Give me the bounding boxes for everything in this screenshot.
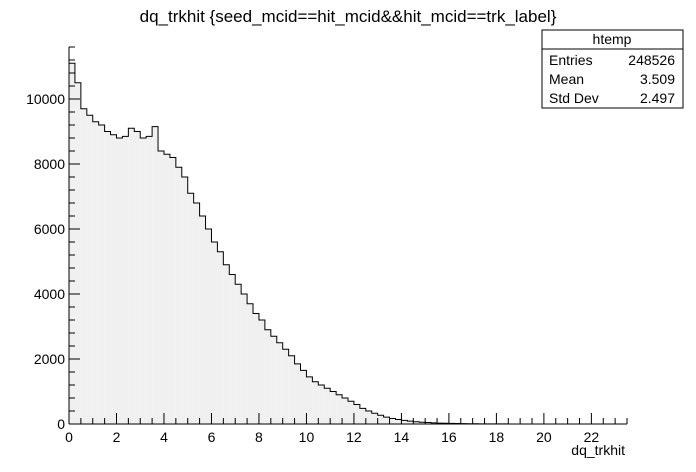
- stats-stddev-value: 2.497: [640, 90, 675, 106]
- histogram-bin: [74, 82, 81, 424]
- histogram-bin: [253, 313, 259, 424]
- histogram-bin: [247, 303, 254, 424]
- histogram-bin: [401, 420, 408, 424]
- histogram-bin: [419, 422, 426, 424]
- y-tick-label: 8000: [34, 156, 65, 172]
- y-tick-label: 10000: [26, 91, 65, 107]
- histogram-bin: [163, 154, 170, 424]
- histogram-bin: [425, 422, 432, 424]
- histogram-bin: [359, 408, 366, 424]
- histogram-bin: [348, 401, 354, 424]
- histogram-bin: [276, 342, 283, 424]
- histogram-bin: [229, 274, 236, 424]
- histogram-bin: [217, 251, 224, 424]
- x-axis-title: dq_trkhit: [571, 442, 625, 458]
- x-tick-label: 22: [584, 429, 600, 445]
- x-tick-label: 8: [255, 429, 263, 445]
- histogram-bin: [116, 138, 123, 424]
- x-tick-label: 20: [536, 429, 552, 445]
- histogram-bin: [288, 355, 295, 424]
- histogram-bin: [69, 63, 75, 424]
- histogram-bin: [122, 136, 129, 424]
- stats-box-title: htemp: [593, 31, 632, 47]
- x-tick-label: 10: [299, 429, 315, 445]
- histogram-bin: [318, 385, 325, 424]
- x-tick-label: 4: [160, 429, 168, 445]
- histogram-bin: [407, 421, 414, 424]
- stats-entries-value: 248526: [628, 52, 675, 68]
- x-ticks: 0 2 4 6 8 10 12 14 16 18 20 22: [65, 413, 628, 445]
- histogram-bin: [92, 121, 99, 424]
- histogram-bin: [377, 415, 384, 424]
- x-tick-label: 18: [489, 429, 505, 445]
- histogram-bin: [187, 193, 194, 424]
- stats-stddev-label: Std Dev: [549, 90, 599, 106]
- histogram-bin: [86, 115, 93, 424]
- histogram-bin: [175, 167, 182, 424]
- histogram-bin: [365, 411, 372, 424]
- histogram-bin: [158, 151, 164, 424]
- y-tick-label: 4000: [34, 286, 65, 302]
- histogram-bin: [389, 418, 396, 424]
- histogram-bin: [110, 134, 117, 424]
- histogram-bin: [282, 349, 289, 424]
- y-ticks: 0 2000 4000 6000 8000 10000: [26, 46, 80, 432]
- histogram-bin: [181, 177, 188, 424]
- histogram-bin: [395, 419, 402, 424]
- histogram-layer: [68, 62, 627, 425]
- histogram-bin: [223, 264, 230, 424]
- histogram-bin: [270, 336, 277, 424]
- histogram-bin: [342, 398, 348, 424]
- histogram-bin: [80, 108, 87, 424]
- histogram-bin: [336, 394, 343, 424]
- x-tick-label: 16: [441, 429, 457, 445]
- histogram-bin: [169, 157, 176, 424]
- histogram-bin: [324, 388, 331, 424]
- histogram-bin: [152, 126, 159, 424]
- histogram-bin: [383, 417, 390, 424]
- stats-mean-value: 3.509: [640, 71, 675, 87]
- y-tick-label: 2000: [34, 351, 65, 367]
- histogram-bin: [199, 216, 206, 424]
- x-tick-label: 14: [394, 429, 410, 445]
- histogram-bin: [211, 242, 218, 424]
- stats-mean-label: Mean: [549, 71, 584, 87]
- histogram-bin: [264, 329, 271, 424]
- histogram-bin: [235, 284, 242, 424]
- histogram-bin: [330, 391, 337, 424]
- y-tick-label: 6000: [34, 221, 65, 237]
- stats-entries-label: Entries: [549, 52, 593, 68]
- histogram-bin: [306, 376, 313, 424]
- histogram-bin: [193, 203, 200, 424]
- histogram-bin: [241, 294, 248, 424]
- histogram-bin: [312, 381, 319, 424]
- x-tick-label: 0: [65, 429, 73, 445]
- histogram-bin: [128, 128, 135, 424]
- y-tick-label: 0: [57, 416, 65, 432]
- histogram-bin: [146, 136, 153, 424]
- x-tick-label: 2: [113, 429, 121, 445]
- histogram-bin: [140, 138, 147, 424]
- histogram-bin: [98, 125, 105, 424]
- x-tick-label: 12: [346, 429, 362, 445]
- x-tick-label: 6: [208, 429, 216, 445]
- histogram-bin: [371, 413, 378, 424]
- histogram-bin: [258, 320, 265, 424]
- histogram-bin: [413, 421, 420, 424]
- chart-title: dq_trkhit {seed_mcid==hit_mcid&&hit_mcid…: [140, 7, 557, 26]
- histogram-bin: [353, 404, 360, 424]
- histogram-bin: [205, 229, 212, 424]
- stats-box: htemp Entries 248526 Mean 3.509 Std Dev …: [541, 29, 684, 109]
- stats-box-frame: [541, 29, 684, 109]
- histogram-bin: [294, 363, 301, 424]
- histogram-bin: [134, 131, 141, 424]
- histogram-bin: [431, 422, 438, 424]
- histogram-bin: [104, 131, 111, 424]
- axes: [68, 47, 627, 425]
- histogram-bin: [300, 370, 307, 424]
